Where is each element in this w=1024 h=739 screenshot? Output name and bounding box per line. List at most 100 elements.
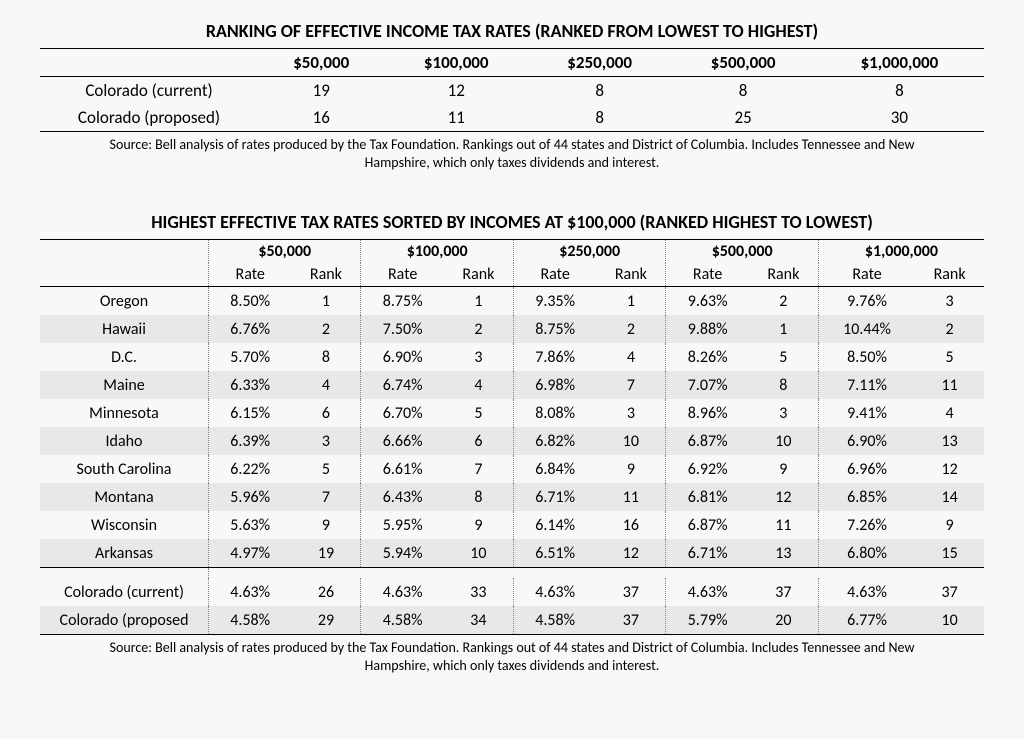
rank-cell: 2 <box>915 315 984 343</box>
grp-1m: $1,000,000 <box>818 240 984 264</box>
rate-cell: 4.63% <box>513 578 596 606</box>
table-row: Colorado (current) 19 12 8 8 8 <box>40 77 984 105</box>
rate-cell: 8.75% <box>513 315 596 343</box>
rank-cell: 5 <box>915 343 984 371</box>
rate-cell: 6.87% <box>666 511 749 539</box>
rank-cell: 1 <box>444 287 514 316</box>
state-name: Hawaii <box>40 315 209 343</box>
rank-cell: 9 <box>291 511 361 539</box>
rate-cell: 6.71% <box>513 483 596 511</box>
rank-cell: 2 <box>291 315 361 343</box>
rank-cell: 11 <box>749 511 819 539</box>
rate-cell: 7.07% <box>666 371 749 399</box>
rank-cell: 11 <box>915 371 984 399</box>
ranking-table: $50,000 $100,000 $250,000 $500,000 $1,00… <box>40 48 984 132</box>
rank-cell: 8 <box>749 371 819 399</box>
rate-cell: 6.61% <box>361 455 444 483</box>
rate-cell: 7.26% <box>818 511 915 539</box>
rank-cell: 6 <box>444 427 514 455</box>
rank-cell: 33 <box>444 578 514 606</box>
col-500k: $500,000 <box>671 49 814 77</box>
table-row: Oregon8.50%18.75%19.35%19.63%29.76%3 <box>40 287 984 316</box>
table2-source: Source: Bell analysis of rates produced … <box>102 639 922 674</box>
rank-cell: 34 <box>444 606 514 635</box>
rank-cell: 37 <box>596 578 666 606</box>
rank-cell: 29 <box>291 606 361 635</box>
rate-cell: 6.74% <box>361 371 444 399</box>
rate-cell: 6.98% <box>513 371 596 399</box>
rank-cell: 10 <box>596 427 666 455</box>
rank-cell: 3 <box>444 343 514 371</box>
rank-cell: 7 <box>596 371 666 399</box>
rank-cell: 37 <box>915 578 984 606</box>
rank-cell: 3 <box>749 399 819 427</box>
rank-cell: 5 <box>749 343 819 371</box>
grp-500k: $500,000 <box>666 240 818 264</box>
rate-cell: 4.58% <box>513 606 596 635</box>
rank-cell: 9 <box>596 455 666 483</box>
rate-cell: 4.63% <box>818 578 915 606</box>
rate-cell: 7.50% <box>361 315 444 343</box>
rate-cell: 8.50% <box>209 287 292 316</box>
rank-cell: 4 <box>915 399 984 427</box>
rate-cell: 6.81% <box>666 483 749 511</box>
rank-cell: 14 <box>915 483 984 511</box>
rate-cell: 6.14% <box>513 511 596 539</box>
rates-table: $50,000 $100,000 $250,000 $500,000 $1,00… <box>40 239 984 635</box>
table-row: Colorado (proposed4.58%294.58%344.58%375… <box>40 606 984 635</box>
rank-cell: 12 <box>915 455 984 483</box>
table-row: Arkansas4.97%195.94%106.51%126.71%136.80… <box>40 539 984 568</box>
state-name: Arkansas <box>40 539 209 568</box>
state-name: Idaho <box>40 427 209 455</box>
table-row: D.C.5.70%86.90%37.86%48.26%58.50%5 <box>40 343 984 371</box>
rank-cell: 3 <box>291 427 361 455</box>
rate-cell: 6.85% <box>818 483 915 511</box>
row-label: Colorado (proposed) <box>40 104 258 132</box>
rate-cell: 4.58% <box>209 606 292 635</box>
rank-cell: 2 <box>749 287 819 316</box>
rate-cell: 6.43% <box>361 483 444 511</box>
rate-cell: 7.86% <box>513 343 596 371</box>
rate-cell: 6.90% <box>361 343 444 371</box>
rank-cell: 4 <box>596 343 666 371</box>
rate-cell: 8.08% <box>513 399 596 427</box>
table-row: Montana5.96%76.43%86.71%116.81%126.85%14 <box>40 483 984 511</box>
rank-cell: 1 <box>749 315 819 343</box>
grp-100k: $100,000 <box>361 240 513 264</box>
rate-cell: 6.96% <box>818 455 915 483</box>
rate-cell: 4.63% <box>361 578 444 606</box>
rank-cell: 9 <box>444 511 514 539</box>
table-row: Maine6.33%46.74%46.98%77.07%87.11%11 <box>40 371 984 399</box>
rank-cell: 20 <box>749 606 819 635</box>
table-row: Wisconsin5.63%95.95%96.14%166.87%117.26%… <box>40 511 984 539</box>
state-name: Montana <box>40 483 209 511</box>
rate-cell: 6.84% <box>513 455 596 483</box>
rank-cell: 7 <box>291 483 361 511</box>
row-label: Colorado (current) <box>40 77 258 105</box>
rate-cell: 6.77% <box>818 606 915 635</box>
grp-50k: $50,000 <box>209 240 361 264</box>
rank-cell: 37 <box>749 578 819 606</box>
grp-250k: $250,000 <box>513 240 665 264</box>
rate-cell: 4.63% <box>209 578 292 606</box>
state-name: Minnesota <box>40 399 209 427</box>
rank-cell: 5 <box>444 399 514 427</box>
table-row: Minnesota6.15%66.70%58.08%38.96%39.41%4 <box>40 399 984 427</box>
rate-cell: 5.94% <box>361 539 444 568</box>
state-name: D.C. <box>40 343 209 371</box>
rate-cell: 5.63% <box>209 511 292 539</box>
rank-cell: 16 <box>596 511 666 539</box>
rate-cell: 9.63% <box>666 287 749 316</box>
col-1m: $1,000,000 <box>815 49 984 77</box>
rank-cell: 12 <box>596 539 666 568</box>
rate-cell: 6.15% <box>209 399 292 427</box>
rate-cell: 6.90% <box>818 427 915 455</box>
rate-cell: 4.97% <box>209 539 292 568</box>
table-row: South Carolina6.22%56.61%76.84%96.92%96.… <box>40 455 984 483</box>
table-row: Colorado (current)4.63%264.63%334.63%374… <box>40 578 984 606</box>
rank-cell: 8 <box>291 343 361 371</box>
rank-cell: 2 <box>444 315 514 343</box>
rate-cell: 4.63% <box>666 578 749 606</box>
rate-cell: 8.96% <box>666 399 749 427</box>
table2-title: HIGHEST EFFECTIVE TAX RATES SORTED BY IN… <box>40 211 984 233</box>
